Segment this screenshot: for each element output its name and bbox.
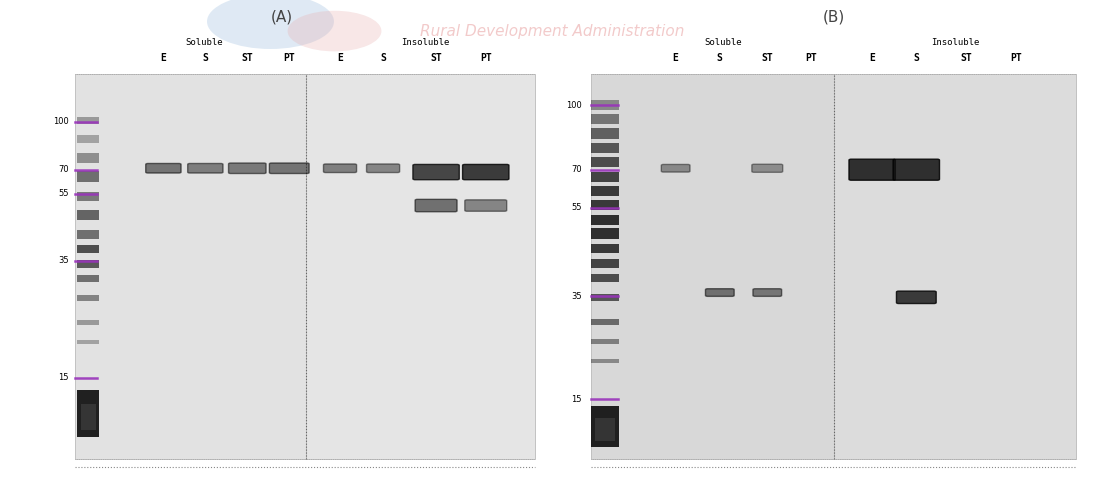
Bar (591, 406, 619, 447)
FancyBboxPatch shape (896, 291, 936, 304)
Text: 100: 100 (53, 118, 68, 126)
FancyBboxPatch shape (705, 289, 734, 296)
Bar (77, 192, 99, 201)
FancyBboxPatch shape (323, 164, 357, 173)
Bar (77, 260, 99, 268)
FancyBboxPatch shape (893, 159, 940, 180)
FancyBboxPatch shape (367, 164, 400, 173)
Bar (77, 245, 99, 253)
Text: Soluble: Soluble (704, 38, 742, 46)
Bar (591, 339, 619, 344)
Text: PT: PT (284, 54, 295, 63)
Bar (591, 157, 619, 167)
Text: 15: 15 (571, 395, 582, 403)
Text: ST: ST (960, 54, 972, 63)
FancyBboxPatch shape (661, 164, 690, 172)
Bar (591, 172, 619, 182)
Bar (306, 74, 535, 459)
Text: Insoluble: Insoluble (401, 38, 449, 46)
Bar (591, 128, 619, 139)
Text: 55: 55 (57, 189, 68, 198)
Bar (591, 74, 834, 459)
Bar (77, 135, 99, 143)
Bar (591, 186, 619, 196)
Bar (591, 200, 619, 210)
Bar (81, 404, 96, 430)
Bar (591, 294, 619, 301)
Bar (75, 74, 306, 459)
Bar (77, 117, 99, 124)
Text: 55: 55 (571, 204, 582, 212)
Text: E: E (869, 54, 875, 63)
FancyBboxPatch shape (849, 159, 895, 180)
Bar (591, 114, 619, 124)
FancyBboxPatch shape (229, 163, 266, 174)
Bar (77, 171, 99, 182)
Bar (77, 295, 99, 301)
Bar (591, 100, 619, 110)
Bar (77, 390, 99, 437)
FancyBboxPatch shape (415, 199, 457, 212)
Text: S: S (913, 54, 920, 63)
Bar (77, 230, 99, 239)
Text: Rural Development Administration: Rural Development Administration (420, 23, 684, 39)
Bar (591, 215, 619, 225)
Ellipse shape (208, 0, 335, 49)
Bar (595, 419, 615, 441)
Text: 15: 15 (57, 373, 68, 382)
Text: PT: PT (480, 54, 491, 63)
Bar (77, 153, 99, 163)
Ellipse shape (287, 11, 382, 52)
Text: 100: 100 (566, 101, 582, 109)
FancyBboxPatch shape (463, 164, 509, 180)
Bar (77, 275, 99, 282)
FancyBboxPatch shape (413, 164, 459, 180)
FancyBboxPatch shape (269, 163, 309, 174)
Bar (77, 340, 99, 344)
Text: S: S (716, 54, 723, 63)
Bar (834, 74, 1076, 459)
FancyBboxPatch shape (465, 200, 507, 211)
Bar (591, 274, 619, 282)
Text: 35: 35 (571, 292, 582, 301)
Text: ST: ST (431, 54, 442, 63)
Text: Insoluble: Insoluble (931, 38, 979, 46)
Text: (A): (A) (270, 9, 293, 24)
Text: E: E (672, 54, 679, 63)
FancyBboxPatch shape (188, 163, 223, 173)
Text: ST: ST (242, 54, 253, 63)
Text: S: S (202, 54, 209, 63)
Text: 70: 70 (571, 165, 582, 174)
FancyBboxPatch shape (752, 164, 783, 172)
Text: E: E (160, 54, 167, 63)
Bar (591, 319, 619, 325)
Bar (77, 320, 99, 325)
Bar (591, 143, 619, 153)
Bar (591, 359, 619, 363)
Text: (B): (B) (822, 9, 845, 24)
FancyBboxPatch shape (753, 289, 782, 296)
Text: ST: ST (762, 54, 773, 63)
Text: S: S (380, 54, 386, 63)
FancyBboxPatch shape (146, 163, 181, 173)
Text: 35: 35 (57, 256, 68, 265)
Text: PT: PT (806, 54, 817, 63)
Text: 70: 70 (57, 165, 68, 174)
Bar (77, 210, 99, 220)
Bar (591, 244, 619, 253)
Text: Soluble: Soluble (185, 38, 223, 46)
Bar (591, 228, 619, 239)
Text: E: E (337, 54, 343, 63)
Bar (591, 259, 619, 268)
Text: PT: PT (1010, 54, 1021, 63)
